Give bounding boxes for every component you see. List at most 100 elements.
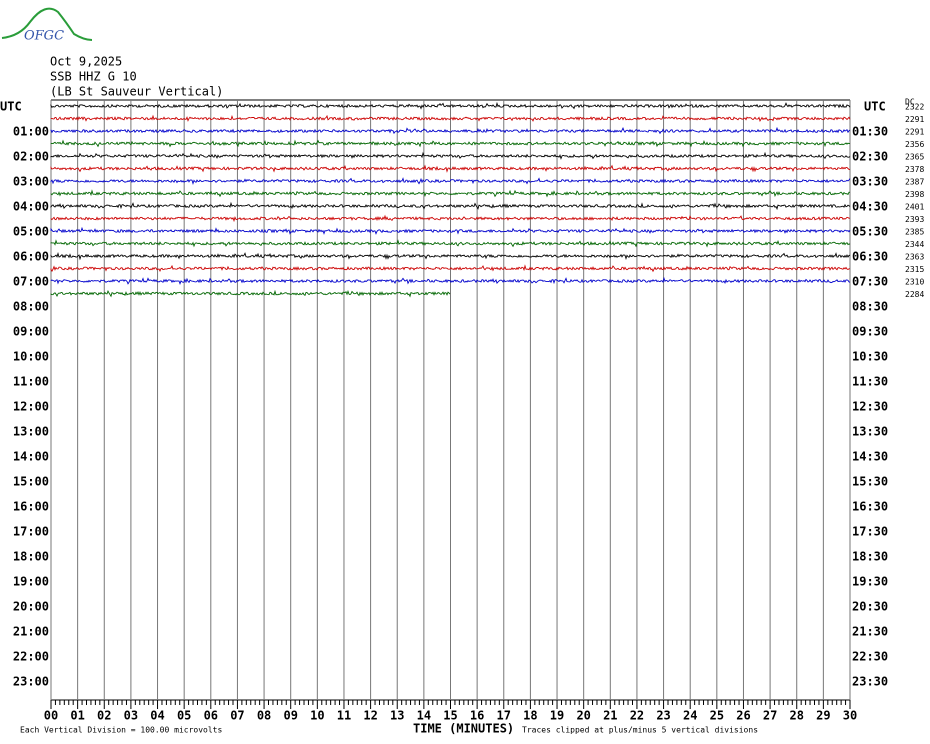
x-tick-label: 17	[497, 709, 511, 723]
row-offset: 2401	[905, 203, 924, 212]
trace	[50, 289, 451, 298]
row-label: 16:00	[13, 500, 49, 514]
x-tick-label: 21	[603, 709, 617, 723]
x-tick-label: 16	[470, 709, 484, 723]
trace	[50, 264, 851, 273]
row-label: 12:30	[852, 400, 888, 414]
trace	[50, 177, 851, 185]
row-label: 18:00	[13, 550, 49, 564]
row-offset: 2387	[905, 178, 924, 187]
row-label: 05:30	[852, 225, 888, 239]
trace	[50, 251, 851, 261]
row-label: 02:00	[13, 150, 49, 164]
x-tick-label: 02	[97, 709, 111, 723]
title: Oct 9,2025	[50, 55, 122, 69]
x-tick-label: 25	[710, 709, 724, 723]
x-tick-label: 12	[363, 709, 377, 723]
x-tick-label: 19	[550, 709, 564, 723]
row-offset: 2315	[905, 265, 924, 274]
x-tick-label: 26	[736, 709, 750, 723]
row-label: 09:00	[13, 325, 49, 339]
row-label: 21:30	[852, 625, 888, 639]
x-tick-label: 05	[177, 709, 191, 723]
row-offset: 2393	[905, 215, 924, 224]
row-label: 10:30	[852, 350, 888, 364]
x-tick-label: 00	[44, 709, 58, 723]
row-label: 04:30	[852, 200, 888, 214]
offset-header: DC	[905, 98, 915, 107]
row-label: 15:30	[852, 475, 888, 489]
x-tick-label: 09	[283, 709, 297, 723]
row-label: 10:00	[13, 350, 49, 364]
row-label: 03:30	[852, 175, 888, 189]
row-label: 14:00	[13, 450, 49, 464]
row-label: 20:00	[13, 600, 49, 614]
row-label: 01:30	[852, 125, 888, 139]
x-tick-label: 27	[763, 709, 777, 723]
x-tick-label: 23	[656, 709, 670, 723]
row-label: 07:30	[852, 275, 888, 289]
row-offset: 2378	[905, 165, 924, 174]
row-label: 08:30	[852, 300, 888, 314]
row-label: 07:00	[13, 275, 49, 289]
row-label: 18:30	[852, 550, 888, 564]
row-label: 11:00	[13, 375, 49, 389]
title: (LB St Sauveur Vertical)	[50, 85, 223, 99]
x-tick-label: 29	[816, 709, 830, 723]
trace	[50, 276, 851, 286]
logo-text: OFGC	[24, 29, 64, 44]
row-label: 19:00	[13, 575, 49, 589]
x-tick-label: 20	[576, 709, 590, 723]
row-offset: 2398	[905, 190, 924, 199]
row-offset: 2284	[905, 290, 924, 299]
x-tick-label: 18	[523, 709, 537, 723]
row-offset: 2310	[905, 278, 924, 287]
row-label: 17:30	[852, 525, 888, 539]
logo-swoosh	[1, 7, 93, 41]
row-label: 13:00	[13, 425, 49, 439]
title: SSB HHZ G 10	[50, 70, 137, 84]
row-label: 22:00	[13, 650, 49, 664]
x-tick-label: 30	[843, 709, 857, 723]
x-tick-label: 10	[310, 709, 324, 723]
row-label: 21:00	[13, 625, 49, 639]
x-tick-label: 28	[790, 709, 804, 723]
row-label: 17:00	[13, 525, 49, 539]
row-label: 11:30	[852, 375, 888, 389]
row-label: 13:30	[852, 425, 888, 439]
row-offset: 2385	[905, 228, 924, 237]
x-tick-label: 03	[124, 709, 138, 723]
logo: OFGC	[1, 7, 93, 44]
left-axis-label: UTC	[0, 100, 22, 114]
trace	[50, 164, 851, 173]
trace	[50, 239, 851, 248]
trace	[50, 201, 851, 211]
x-tick-label: 22	[630, 709, 644, 723]
row-label: 03:00	[13, 175, 49, 189]
row-offset: 2291	[905, 128, 924, 137]
row-label: 19:30	[852, 575, 888, 589]
scale-note: Each Vertical Division = 100.00 microvol…	[20, 726, 222, 735]
x-tick-label: 13	[390, 709, 404, 723]
row-label: 05:00	[13, 225, 49, 239]
row-label: 06:30	[852, 250, 888, 264]
x-tick-label: 15	[443, 709, 457, 723]
row-label: 23:30	[852, 675, 888, 689]
trace	[50, 189, 851, 198]
trace	[50, 114, 851, 122]
row-label: 12:00	[13, 400, 49, 414]
trace	[50, 139, 851, 148]
row-label: 22:30	[852, 650, 888, 664]
row-offset: 2291	[905, 115, 924, 124]
trace	[50, 151, 851, 160]
trace	[50, 101, 851, 110]
row-offset: 2363	[905, 253, 924, 262]
x-tick-label: 08	[257, 709, 271, 723]
row-label: 06:00	[13, 250, 49, 264]
row-offset: 2344	[905, 240, 924, 249]
row-offset: 2356	[905, 140, 924, 149]
row-label: 14:30	[852, 450, 888, 464]
x-tick-label: 24	[683, 709, 697, 723]
x-tick-label: 14	[417, 709, 431, 723]
